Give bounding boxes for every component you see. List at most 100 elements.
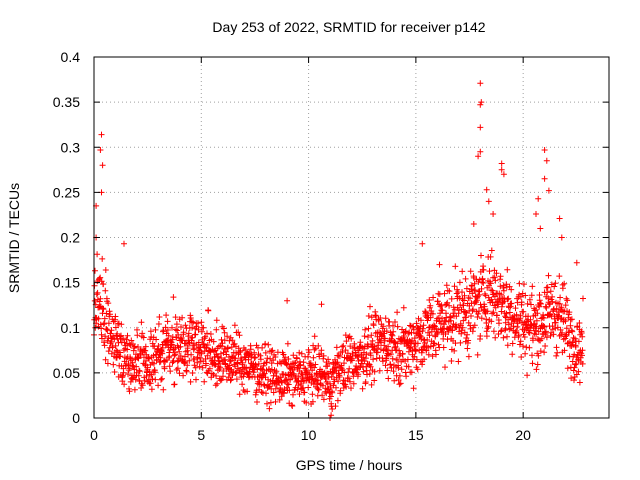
data-point — [474, 351, 481, 358]
data-point — [490, 328, 497, 335]
data-point — [508, 300, 515, 307]
data-point — [508, 286, 515, 293]
data-point — [138, 319, 145, 326]
data-point — [337, 387, 344, 394]
data-point — [98, 131, 105, 138]
data-point — [492, 277, 499, 284]
data-point — [442, 364, 448, 371]
data-point — [345, 334, 352, 341]
data-point — [378, 339, 385, 346]
data-point — [493, 270, 500, 277]
data-point — [529, 283, 536, 290]
data-point — [467, 268, 474, 275]
data-point — [333, 384, 339, 391]
data-point — [192, 364, 199, 371]
data-point — [538, 300, 544, 307]
data-point — [183, 368, 190, 375]
data-point — [103, 310, 110, 317]
data-point — [533, 366, 540, 373]
data-point — [300, 384, 307, 391]
data-point — [103, 326, 110, 333]
data-point — [470, 274, 477, 281]
data-point — [510, 323, 517, 330]
data-point — [470, 306, 476, 313]
data-point — [463, 285, 470, 292]
data-point — [498, 291, 505, 298]
data-point — [205, 307, 212, 314]
data-point — [108, 338, 115, 345]
data-point — [164, 327, 171, 333]
data-point — [475, 153, 482, 160]
data-point — [556, 215, 563, 222]
data-point — [155, 343, 162, 349]
data-point — [203, 360, 209, 367]
data-point — [340, 342, 347, 349]
data-point — [430, 294, 437, 301]
data-point — [552, 280, 559, 287]
data-point — [490, 309, 497, 316]
data-point — [479, 275, 486, 282]
data-point — [309, 391, 316, 398]
data-point — [557, 294, 564, 301]
data-point — [513, 327, 520, 334]
data-point — [543, 304, 550, 311]
data-point — [287, 376, 294, 383]
data-point — [570, 367, 577, 374]
data-point — [576, 320, 583, 326]
data-point — [487, 280, 494, 287]
data-point — [105, 348, 112, 355]
data-point — [518, 299, 525, 306]
data-point — [259, 344, 266, 351]
data-point — [465, 337, 472, 344]
data-point — [461, 292, 468, 299]
data-point — [362, 379, 369, 385]
data-point — [195, 326, 202, 333]
x-tick-label: 10 — [301, 427, 317, 443]
data-point — [394, 357, 401, 363]
data-point — [261, 370, 268, 377]
data-point — [213, 373, 220, 379]
data-point — [475, 310, 482, 317]
data-point — [556, 273, 563, 280]
data-point — [498, 166, 505, 173]
data-point — [102, 267, 109, 273]
data-point — [534, 361, 541, 368]
data-point — [469, 290, 476, 297]
data-point — [460, 317, 467, 324]
data-point — [285, 381, 292, 388]
data-point — [184, 362, 191, 369]
data-point — [270, 389, 277, 396]
data-point — [537, 348, 544, 355]
data-point — [382, 335, 388, 342]
data-point — [367, 363, 374, 370]
data-point — [200, 324, 207, 331]
data-point — [184, 345, 191, 352]
data-point — [290, 371, 297, 378]
data-point — [537, 225, 544, 232]
data-point — [176, 348, 183, 355]
data-point — [332, 403, 339, 410]
data-point — [558, 234, 565, 241]
data-point — [93, 291, 100, 298]
data-point — [210, 338, 217, 345]
data-point — [134, 332, 141, 339]
data-point — [372, 312, 379, 319]
y-tick-label: 0.15 — [53, 275, 80, 291]
data-point — [163, 312, 170, 319]
data-point — [307, 360, 314, 367]
data-point — [489, 310, 496, 317]
data-point — [113, 347, 120, 354]
y-tick-label: 0.25 — [53, 184, 80, 200]
data-point — [295, 373, 302, 380]
data-point — [447, 317, 454, 324]
data-point — [524, 300, 531, 307]
data-point — [297, 362, 304, 369]
data-point — [294, 377, 301, 384]
data-point — [515, 332, 522, 339]
data-point — [311, 346, 318, 353]
data-point — [112, 313, 119, 320]
data-point — [387, 351, 394, 358]
data-point — [414, 340, 421, 347]
data-point — [436, 261, 443, 268]
data-point — [573, 360, 580, 367]
